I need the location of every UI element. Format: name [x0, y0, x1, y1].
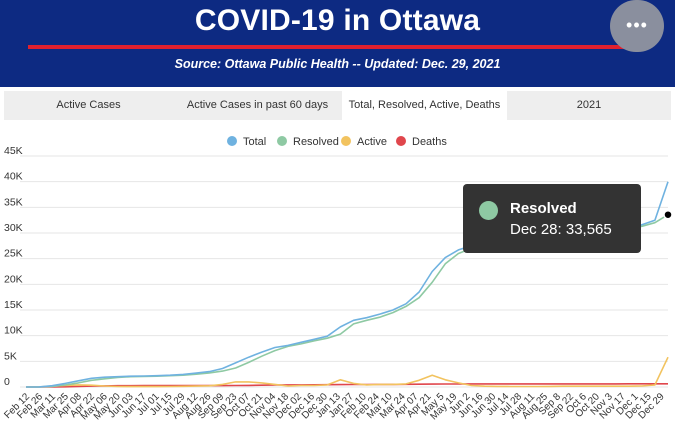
legend-item-total[interactable]: Total	[227, 136, 266, 148]
y-tick-label: 45K	[4, 145, 23, 157]
tab-label: 2021	[576, 99, 602, 111]
y-tick-label: 0	[4, 376, 10, 388]
more-horizontal-icon: •••	[626, 15, 648, 35]
title-underline	[28, 45, 646, 49]
series-line-active[interactable]	[25, 356, 669, 388]
tooltip-value: Dec 28: 33,565	[510, 221, 612, 238]
y-tick-label: 5K	[4, 350, 17, 362]
tab-label: Active Cases in past 60 days	[186, 99, 329, 111]
y-tick-label: 15K	[4, 299, 23, 311]
hover-marker	[663, 209, 673, 220]
tab-active-cases[interactable]: Active Cases	[4, 91, 173, 120]
tab-label: Active Cases	[56, 99, 121, 111]
page-title: COVID-19 in Ottawa	[194, 4, 481, 37]
legend-item-deaths[interactable]: Deaths	[396, 136, 447, 148]
legend-marker	[396, 136, 406, 146]
legend-marker	[227, 136, 237, 146]
y-tick-label: 25K	[4, 248, 23, 260]
y-axis-ticks: 0 5K 10K 15K 20K 25K 30K 35K 40K 45K	[4, 145, 23, 388]
chart-grid	[20, 155, 668, 388]
covid-line-chart: Total Resolved Active Deaths 0 5K 10K 15K 20K 25…	[2, 136, 673, 422]
y-tick-label: 35K	[4, 196, 23, 208]
legend-label: Total	[243, 136, 266, 148]
chart-legend: Total Resolved Active Deaths	[227, 136, 447, 148]
source-subtitle: Source: Ottawa Public Health -- Updated:…	[174, 57, 501, 71]
legend-item-active[interactable]: Active	[341, 136, 387, 148]
series-line-deaths[interactable]	[26, 382, 668, 388]
hover-point	[663, 209, 673, 220]
tab-bar: Active Cases Active Cases in past 60 day…	[4, 91, 671, 120]
header-banner: COVID-19 in Ottawa Source: Ottawa Public…	[0, 0, 675, 87]
chart-tooltip: Resolved Dec 28: 33,565	[463, 184, 641, 253]
legend-marker	[277, 136, 287, 146]
y-tick-label: 40K	[4, 171, 23, 183]
legend-label: Active	[357, 136, 387, 148]
legend-item-resolved[interactable]: Resolved	[277, 136, 339, 148]
legend-marker	[341, 136, 351, 146]
y-tick-label: 30K	[4, 222, 23, 234]
more-options-button[interactable]: •••	[610, 0, 664, 52]
legend-label: Resolved	[293, 136, 339, 148]
tab-label: Total, Resolved, Active, Deaths	[348, 99, 501, 111]
tab-total-resolved-active-deaths[interactable]: Total, Resolved, Active, Deaths	[342, 91, 507, 120]
y-tick-label: 10K	[4, 325, 23, 337]
y-tick-label: 20K	[4, 273, 23, 285]
tab-2021[interactable]: 2021	[507, 91, 671, 120]
tooltip-series-name: Resolved	[510, 200, 577, 217]
tab-active-cases-60-days[interactable]: Active Cases in past 60 days	[173, 91, 342, 120]
series-color-dot	[479, 201, 498, 220]
legend-label: Deaths	[412, 136, 447, 148]
